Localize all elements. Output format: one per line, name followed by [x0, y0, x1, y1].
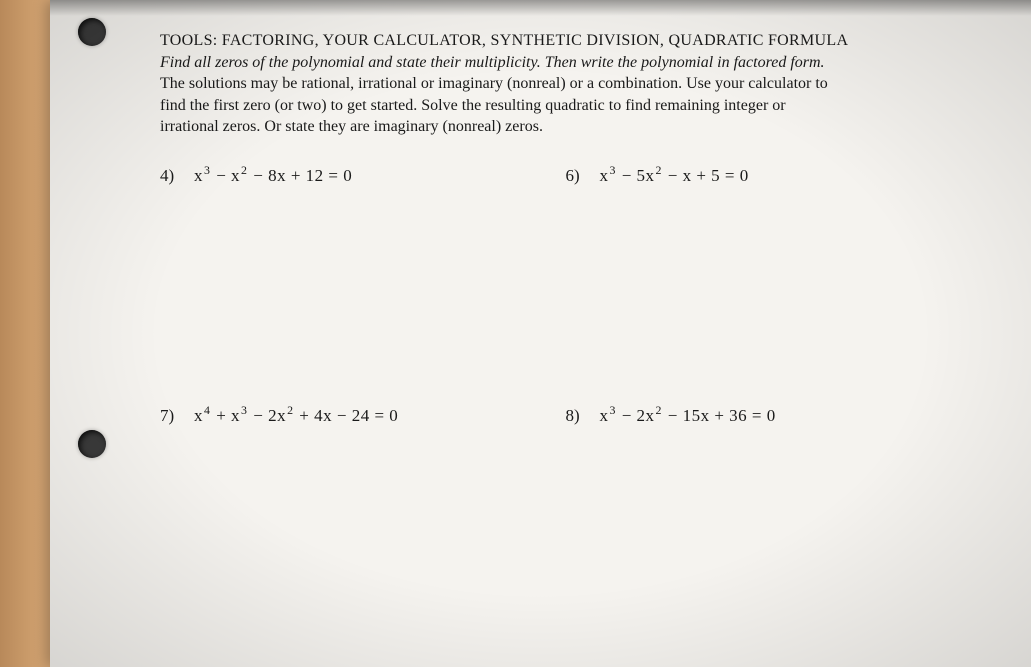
problem-cell: 7) x4 + x3 − 2x2 + 4x − 24 = 0	[160, 406, 566, 426]
instruction-line: The solutions may be rational, irrationa…	[160, 73, 971, 95]
problem-cell: 8) x3 − 2x2 − 15x + 36 = 0	[566, 406, 972, 426]
problem-number: 4)	[160, 166, 180, 186]
instruction-line: find the first zero (or two) to get star…	[160, 95, 971, 117]
desk-surface	[0, 0, 50, 667]
worksheet-paper: TOOLS: FACTORING, YOUR CALCULATOR, SYNTH…	[50, 0, 1031, 667]
instruction-line: Find all zeros of the polynomial and sta…	[160, 52, 971, 74]
problem-equation: x3 − x2 − 8x + 12 = 0	[194, 166, 352, 186]
problem-equation: x3 − 5x2 − x + 5 = 0	[600, 166, 749, 186]
problem-equation: x3 − 2x2 − 15x + 36 = 0	[600, 406, 776, 426]
instruction-line: irrational zeros. Or state they are imag…	[160, 116, 971, 138]
problems-grid: 4) x3 − x2 − 8x + 12 = 0 6) x3 − 5x2 − x…	[160, 166, 971, 426]
shadow-overlay	[50, 0, 1031, 16]
instructions-block: TOOLS: FACTORING, YOUR CALCULATOR, SYNTH…	[160, 30, 971, 138]
problem-row: 7) x4 + x3 − 2x2 + 4x − 24 = 0 8) x3 − 2…	[160, 406, 971, 426]
punch-hole	[78, 18, 106, 46]
problem-number: 8)	[566, 406, 586, 426]
problem-cell: 4) x3 − x2 − 8x + 12 = 0	[160, 166, 566, 186]
problem-row: 4) x3 − x2 − 8x + 12 = 0 6) x3 − 5x2 − x…	[160, 166, 971, 186]
problem-equation: x4 + x3 − 2x2 + 4x − 24 = 0	[194, 406, 398, 426]
problem-cell: 6) x3 − 5x2 − x + 5 = 0	[566, 166, 972, 186]
punch-hole	[78, 430, 106, 458]
problem-number: 7)	[160, 406, 180, 426]
problem-number: 6)	[566, 166, 586, 186]
tools-heading: TOOLS: FACTORING, YOUR CALCULATOR, SYNTH…	[160, 30, 971, 52]
tools-text: TOOLS: FACTORING, YOUR CALCULATOR, SYNTH…	[160, 32, 848, 49]
